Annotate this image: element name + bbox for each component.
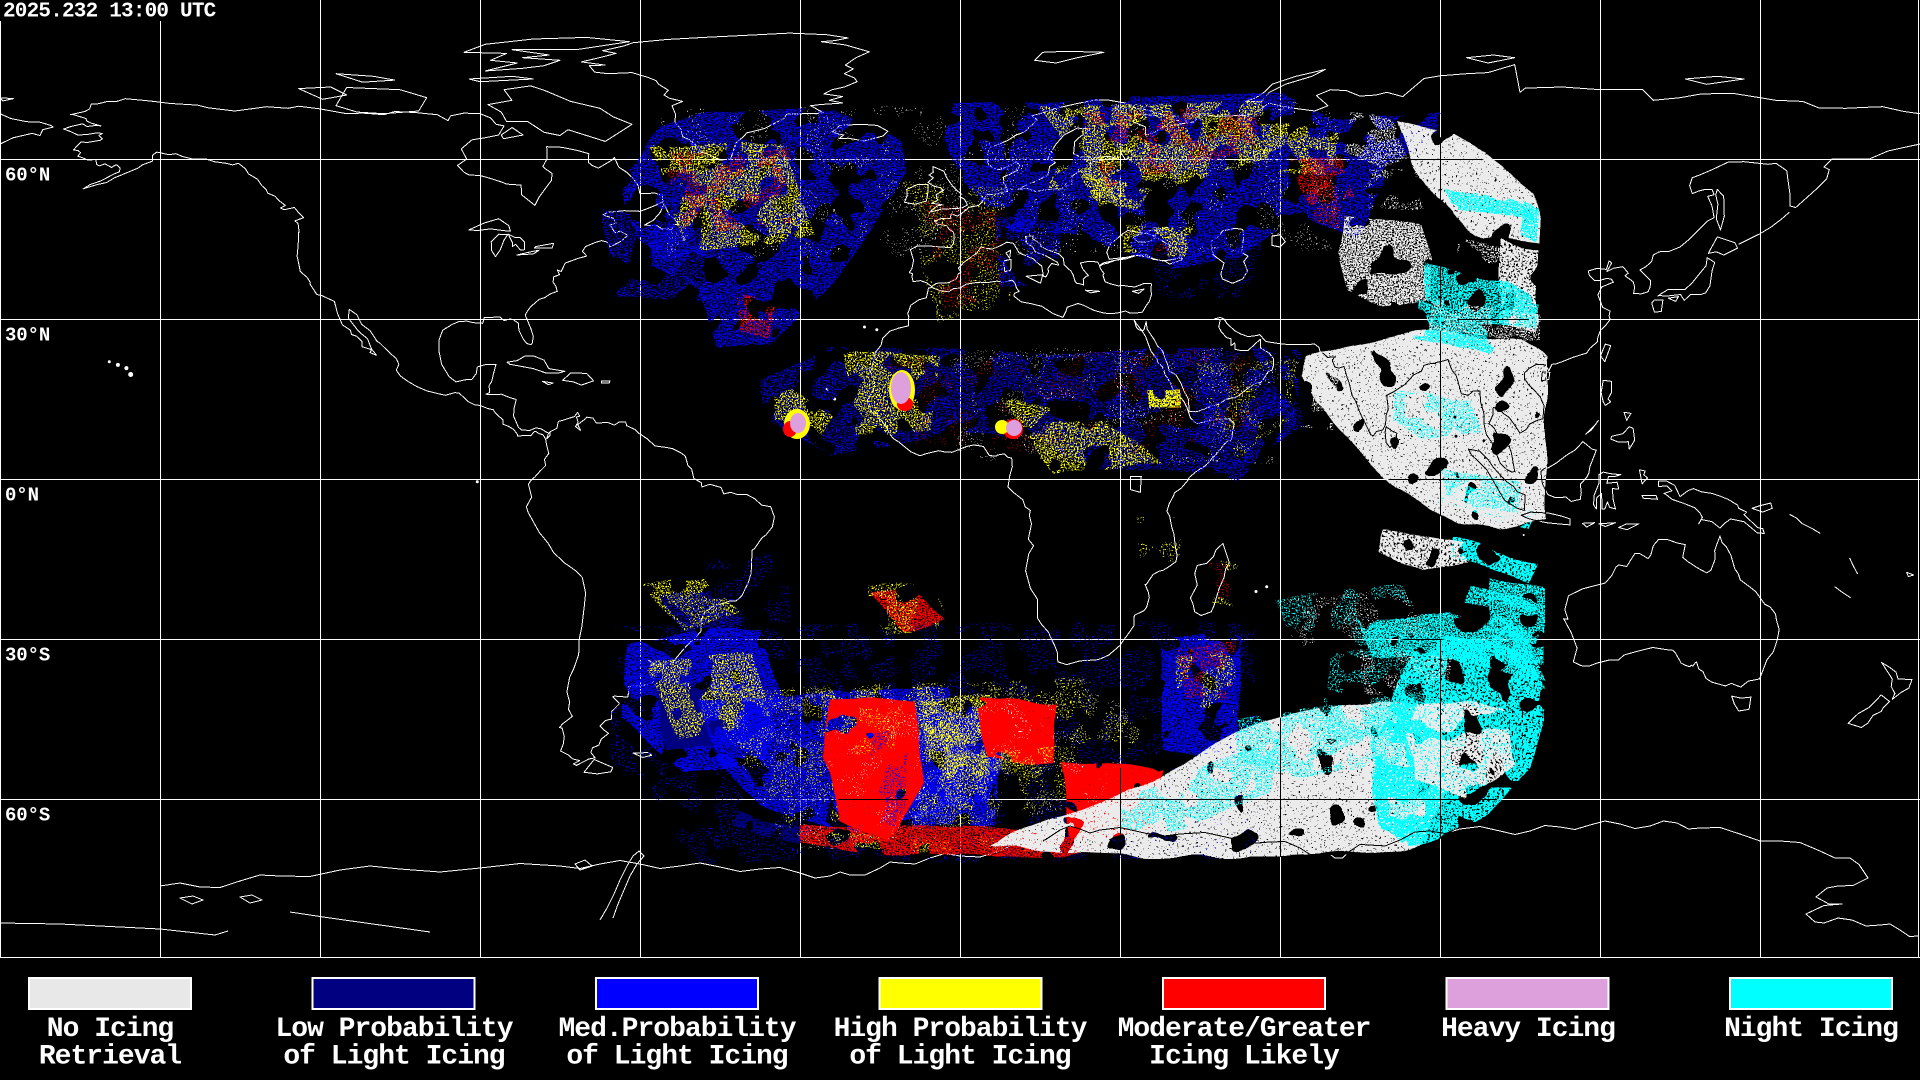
svg-text:30°S: 30°S: [5, 645, 50, 667]
svg-text:Retrieval: Retrieval: [39, 1042, 181, 1073]
svg-text:High Probability: High Probability: [834, 1014, 1088, 1045]
svg-text:of Light Icing: of Light Icing: [283, 1042, 504, 1073]
svg-text:of Light Icing: of Light Icing: [566, 1042, 787, 1073]
svg-text:Moderate/Greater: Moderate/Greater: [1118, 1014, 1371, 1045]
svg-text:60°S: 60°S: [5, 805, 50, 827]
svg-text:Med.Probability: Med.Probability: [558, 1014, 796, 1045]
svg-text:30°N: 30°N: [5, 325, 50, 347]
svg-text:No Icing: No Icing: [47, 1014, 174, 1045]
svg-text:Night Icing: Night Icing: [1724, 1014, 1898, 1045]
svg-text:60°N: 60°N: [5, 165, 50, 187]
svg-text:of Light Icing: of Light Icing: [849, 1042, 1070, 1073]
svg-text:Low Probability: Low Probability: [275, 1014, 513, 1045]
svg-text:Heavy Icing: Heavy Icing: [1441, 1014, 1615, 1045]
svg-text:0°N: 0°N: [5, 485, 39, 507]
svg-text:Icing Likely: Icing Likely: [1149, 1042, 1340, 1073]
svg-text:2025.232 13:00 UTC: 2025.232 13:00 UTC: [3, 1, 217, 24]
